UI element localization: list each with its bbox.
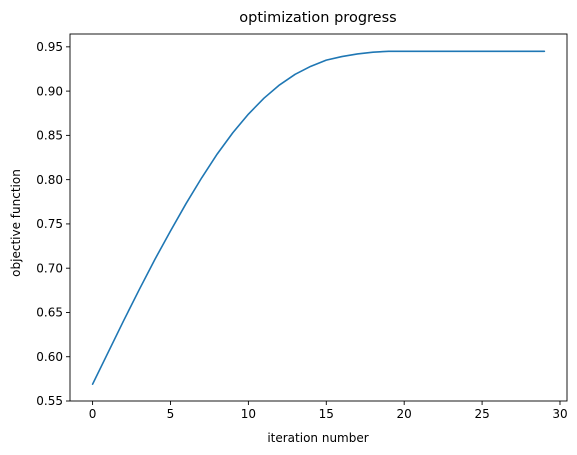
x-tick-label: 30 <box>552 407 567 421</box>
x-tick-label: 25 <box>474 407 489 421</box>
y-tick-label: 0.75 <box>36 217 63 231</box>
y-tick-label: 0.80 <box>36 173 63 187</box>
x-tick-label: 10 <box>241 407 256 421</box>
y-tick-label: 0.85 <box>36 129 63 143</box>
y-tick-label: 0.90 <box>36 84 63 98</box>
chart-title: optimization progress <box>239 10 396 26</box>
y-tick-label: 0.70 <box>36 261 63 275</box>
axes-frame <box>69 33 568 402</box>
x-tick-label: 5 <box>167 407 175 421</box>
series-line <box>91 50 546 385</box>
x-axis-title: iteration number <box>267 431 368 445</box>
x-tick-label: 20 <box>397 407 412 421</box>
y-tick-label: 0.60 <box>36 350 63 364</box>
y-tick-label: 0.95 <box>36 40 63 54</box>
plot-area: 0 5 10 15 20 25 30 0.55 0.60 0.65 0.70 0.75 0.80 0.85… <box>36 33 568 421</box>
x-tick-label: 15 <box>319 407 334 421</box>
y-axis-title: objective function <box>9 169 23 277</box>
x-tick-label: 0 <box>89 407 97 421</box>
y-tick-label: 0.65 <box>36 306 63 320</box>
y-tick-label: 0.55 <box>36 394 63 408</box>
